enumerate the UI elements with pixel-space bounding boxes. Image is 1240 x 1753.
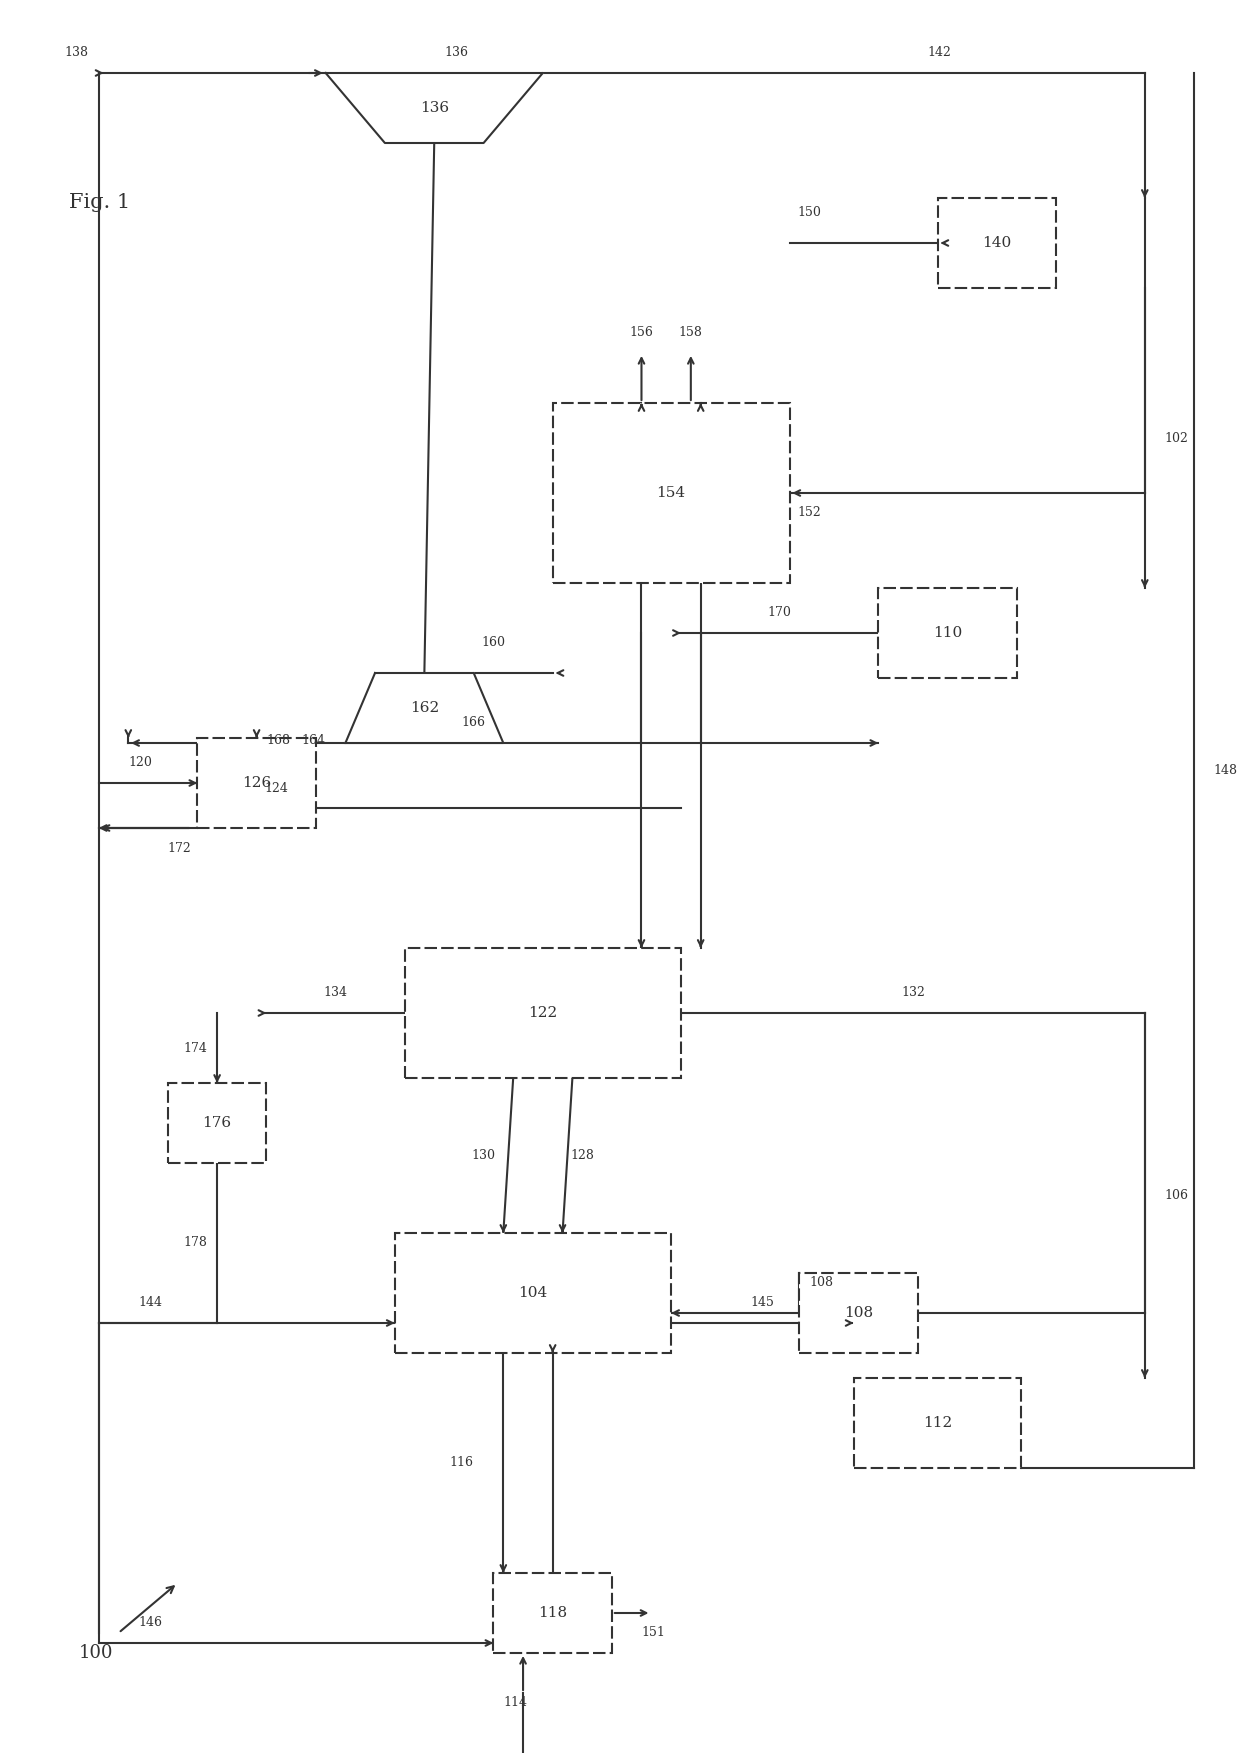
Text: 104: 104 — [518, 1287, 548, 1301]
Text: 110: 110 — [932, 626, 962, 640]
Text: 112: 112 — [923, 1416, 952, 1430]
Text: 145: 145 — [750, 1297, 774, 1309]
Bar — [197, 738, 316, 827]
Text: 170: 170 — [768, 607, 791, 619]
Text: 162: 162 — [409, 701, 439, 715]
Bar — [853, 1378, 1022, 1467]
Text: 146: 146 — [138, 1616, 162, 1630]
Text: 168: 168 — [267, 735, 290, 747]
Text: 174: 174 — [184, 1041, 207, 1055]
Text: 116: 116 — [450, 1457, 474, 1469]
Text: 130: 130 — [471, 1148, 496, 1162]
Text: 158: 158 — [678, 326, 703, 340]
Text: 108: 108 — [844, 1306, 873, 1320]
Text: 132: 132 — [901, 987, 925, 999]
Bar — [167, 1083, 267, 1162]
Text: 136: 136 — [444, 47, 469, 60]
Text: 140: 140 — [982, 237, 1012, 251]
Bar — [494, 1572, 611, 1653]
Text: 102: 102 — [1164, 431, 1188, 445]
Text: 172: 172 — [167, 841, 191, 854]
Text: 142: 142 — [928, 47, 951, 60]
Bar — [394, 1232, 671, 1353]
Polygon shape — [326, 74, 543, 144]
Bar — [800, 1273, 918, 1353]
Text: 150: 150 — [797, 207, 821, 219]
Bar — [553, 403, 790, 584]
Text: 160: 160 — [481, 636, 506, 650]
Text: 126: 126 — [242, 777, 272, 791]
Text: 138: 138 — [64, 47, 89, 60]
Text: 106: 106 — [1164, 1189, 1188, 1203]
Text: 151: 151 — [641, 1627, 666, 1639]
Text: 134: 134 — [324, 987, 347, 999]
Text: 144: 144 — [138, 1297, 162, 1309]
Text: 100: 100 — [79, 1644, 113, 1662]
Text: 136: 136 — [419, 102, 449, 116]
Text: 176: 176 — [202, 1117, 232, 1131]
Text: 164: 164 — [301, 735, 326, 747]
Text: 156: 156 — [630, 326, 653, 340]
Text: 124: 124 — [264, 782, 288, 794]
Text: 108: 108 — [810, 1276, 833, 1290]
Text: Fig. 1: Fig. 1 — [69, 193, 130, 212]
Text: 122: 122 — [528, 1006, 558, 1020]
Text: 152: 152 — [797, 507, 821, 519]
Text: 118: 118 — [538, 1606, 567, 1620]
Text: 148: 148 — [1214, 764, 1238, 777]
Text: 120: 120 — [128, 757, 153, 770]
Text: 128: 128 — [570, 1148, 594, 1162]
Bar — [937, 198, 1056, 287]
Text: 154: 154 — [656, 486, 686, 500]
Bar — [878, 587, 1017, 678]
Text: 178: 178 — [184, 1236, 207, 1250]
Bar — [404, 948, 681, 1078]
Polygon shape — [346, 673, 503, 743]
Text: 166: 166 — [461, 717, 486, 729]
Text: 114: 114 — [503, 1697, 527, 1709]
